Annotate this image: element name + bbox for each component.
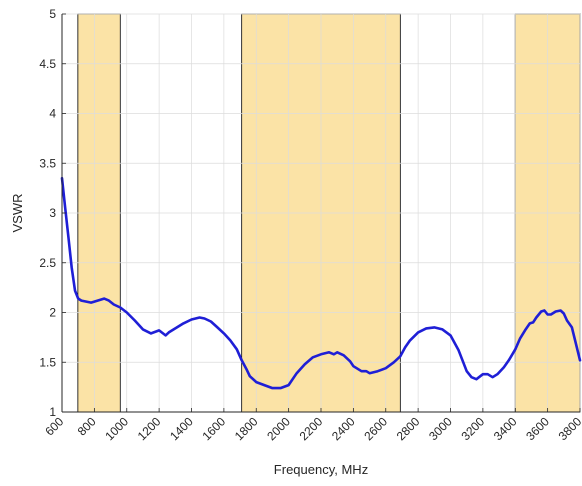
axes [61, 13, 581, 413]
x-tick-label: 2400 [329, 414, 358, 443]
x-tick-label: 800 [75, 414, 99, 438]
y-tick-label: 4.5 [39, 57, 56, 71]
grid-lines [61, 13, 581, 413]
x-tick-label: 1000 [102, 414, 131, 443]
x-tick-label: 2800 [394, 414, 423, 443]
y-tick-label: 5 [49, 7, 56, 21]
x-axis-title: Frequency, MHz [274, 462, 368, 477]
y-tick-label: 3.5 [39, 156, 56, 170]
x-tick-label: 1200 [135, 414, 164, 443]
x-tick-label: 3000 [426, 414, 455, 443]
x-tick-labels: 600 800 1000 1200 1400 1600 1800 2000 2200 2400 26… [42, 414, 582, 443]
y-tick-labels: 1 1.5 2 2.5 3 3.5 4 4.5 5 [39, 7, 56, 419]
y-axis-title: VSWR [10, 194, 25, 233]
x-tick-label: 2000 [264, 414, 293, 443]
x-tick-label: 1600 [199, 414, 228, 443]
y-tick-label: 1.5 [39, 355, 56, 369]
y-tick-label: 3 [49, 206, 56, 220]
y-tick-label: 2 [49, 306, 56, 320]
x-tick-label: 1800 [232, 414, 261, 443]
x-tick-label: 3800 [556, 414, 582, 443]
vswr-line [60, 176, 582, 390]
x-tick-label: 2200 [297, 414, 326, 443]
x-tick-label: 1400 [167, 414, 196, 443]
x-tick-label: 2600 [361, 414, 390, 443]
x-tick-label: 3400 [491, 414, 520, 443]
y-tick-label: 2.5 [39, 256, 56, 270]
data-lines [60, 176, 582, 390]
x-tick-label: 3600 [523, 414, 552, 443]
x-tick-label: 3200 [458, 414, 487, 443]
y-tick-label: 4 [49, 107, 56, 121]
y-tick-label: 1 [49, 405, 56, 419]
